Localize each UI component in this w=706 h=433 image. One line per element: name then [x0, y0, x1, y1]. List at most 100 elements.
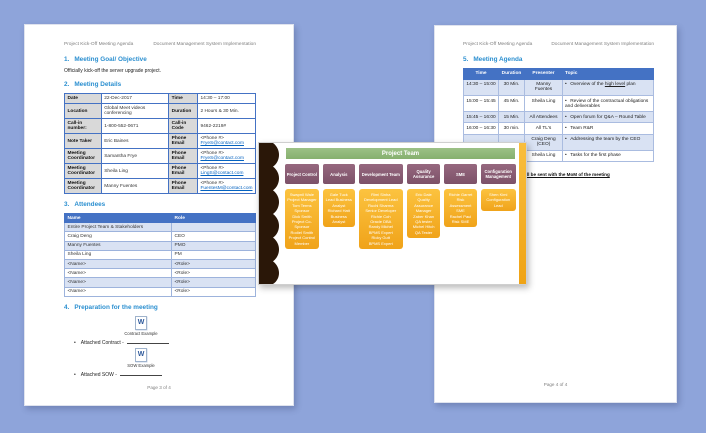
details-label-cell: Location	[64, 103, 102, 119]
email-link[interactable]: FryeS@contact.com	[200, 156, 244, 161]
attendee-role	[171, 222, 256, 233]
attachment-line: • Attached SOW -	[74, 371, 256, 378]
team-group-header: Project Control	[285, 164, 319, 184]
org-column: Quality Assurance Eric Dale Quality Assu…	[406, 164, 441, 239]
org-column: SME Richie Garret Risk Assessment SME Ra…	[444, 164, 477, 228]
page-number: Page 3 of 4	[147, 385, 171, 390]
attachment-label: Attached SOW -	[80, 371, 117, 378]
table-row: Call-in number: 1-800-552-0671 Call-in C…	[64, 118, 257, 134]
section-heading-attendees: 3. Attendees	[64, 201, 256, 208]
details-label-cell: Phone Email	[168, 148, 198, 164]
section-heading-details: 2. Meeting Details	[64, 81, 256, 88]
org-column: Project Control Swapnil Wale Project Man…	[285, 164, 319, 249]
doc-header-subtitle: Document Management System Implementatio…	[153, 42, 256, 47]
attendee-role: <Role>	[171, 268, 256, 279]
section-number: 4.	[64, 303, 70, 311]
attendee-name: Manny Fuentes	[64, 240, 172, 251]
bullet: •	[74, 371, 76, 378]
attendee-role: CEO	[171, 231, 256, 242]
agenda-presenter: All TL's	[524, 122, 563, 135]
details-label-cell: Call-in number:	[64, 118, 102, 134]
team-group-header: Development Team	[358, 164, 403, 184]
attachment-caption: Contract Example	[124, 330, 158, 336]
topic-text: Review of the contractual obligations an…	[565, 98, 649, 109]
doc-header-title: Project Kick-Off Meeting Agenda	[64, 42, 134, 47]
agenda-presenter: All Attendees	[524, 111, 563, 124]
topic-text: plan	[625, 82, 636, 88]
bullet: •	[565, 153, 567, 159]
attachment-caption: SOW Example	[127, 362, 155, 368]
section-number: 5.	[463, 56, 469, 63]
table-row: 15:00 – 15:45 45 Min. Sheila Ling • Revie…	[463, 94, 654, 113]
word-file-icon[interactable]: W	[135, 315, 147, 330]
attendee-name: <Name>	[64, 268, 172, 279]
org-column: Configuration Management Shen Kimi Confi…	[480, 164, 516, 212]
team-group-header: SME	[444, 164, 477, 184]
table-header-row: Time Duration Presenter Topic	[463, 68, 654, 80]
agenda-time: 15:00 – 15:45	[463, 94, 499, 113]
bullet: •	[565, 82, 567, 88]
org-column: Analysis Gale Tuck Lead Business Analyst…	[322, 164, 355, 228]
team-group-header: Analysis	[322, 164, 355, 184]
bullet: •	[565, 98, 567, 104]
column-header: Time	[463, 68, 499, 80]
section-number: 3.	[64, 201, 70, 208]
document-header: Project Kick-Off Meeting Agenda Document…	[463, 42, 654, 47]
email-link[interactable]: FuentesM@contact.com	[200, 186, 253, 191]
section-number: 1.	[64, 56, 70, 63]
table-row: 15:45 – 16:00 15 Min. All Attendees • Ope…	[463, 111, 654, 124]
doc-header-subtitle: Document Management System Implementatio…	[551, 42, 654, 47]
attendee-name: Entire Project Team & Stakeholders	[64, 222, 172, 233]
org-chart-grid: Project Control Swapnil Wale Project Man…	[285, 164, 516, 249]
details-value-cell: Sheila Ling	[100, 163, 170, 179]
attendee-role: <Role>	[171, 286, 256, 297]
details-value-cell: <Phone #> FryeS@contact.com	[196, 133, 257, 149]
agenda-topic: • Team R&R	[562, 122, 654, 135]
section-title: Preparation for the meeting	[74, 303, 158, 311]
details-value-cell: <Phone #> LingS@contact.com	[196, 163, 257, 179]
meeting-details-table: Date 22-Dec-2017 Time 14:30 – 17:00 Loca…	[64, 93, 257, 194]
table-row: Craig Deng CEO	[64, 231, 256, 242]
section-number: 2.	[64, 81, 70, 88]
agenda-duration: 45 Min.	[498, 94, 525, 113]
topic-text: Team R&R	[570, 125, 594, 131]
details-label-cell: Meeting Coordinator	[64, 178, 102, 194]
agenda-time: 15:45 – 16:00	[463, 111, 499, 124]
table-row: Meeting Coordinator Samantha Frye Phone …	[64, 148, 257, 164]
bullet: •	[565, 137, 567, 143]
attendee-name: Craig Deng	[64, 231, 172, 242]
column-header: Topic	[562, 68, 654, 80]
table-row: 16:00 – 16:30 30 min. All TL's • Team R&R	[463, 122, 654, 135]
team-members-box: Shen Kimi Configuration Lead	[480, 189, 516, 212]
word-file-icon[interactable]: W	[135, 347, 147, 362]
goal-text: Officially kick-off the server upgrade p…	[64, 68, 162, 74]
bullet: •	[565, 114, 567, 120]
attendee-role: PMO	[171, 240, 256, 251]
attendee-name: <Name>	[64, 258, 172, 270]
details-label-cell: Phone Email	[168, 133, 198, 149]
attendee-role: <Role>	[171, 258, 256, 270]
details-value-cell: 22-Dec-2017	[100, 93, 170, 104]
section-heading-goal: 1. Meeting Goal/ Objective	[64, 56, 256, 63]
orange-accent-strip	[519, 143, 526, 284]
details-label-cell: Meeting Coordinator	[64, 148, 102, 164]
details-label-cell: Time	[168, 93, 198, 104]
document-page-3: Project Kick-Off Meeting Agenda Document…	[24, 24, 294, 406]
agenda-presenter: Manny Fuentes	[524, 78, 563, 96]
org-column: Development Team Rimi Sinha Development …	[358, 164, 403, 249]
table-row: Date 22-Dec-2017 Time 14:30 – 17:00	[64, 93, 257, 104]
table-row: <Name> <Role>	[64, 268, 256, 279]
email-link[interactable]: LingS@contact.com	[200, 171, 244, 176]
team-members-box: Gale Tuck Lead Business Analyst Richard …	[322, 189, 355, 228]
agenda-presenter: Sheila Ling	[524, 149, 563, 162]
section-title: Attendees	[74, 201, 106, 208]
email-link[interactable]: FryeS@contact.com	[200, 141, 244, 146]
team-group-header: Quality Assurance	[406, 164, 441, 184]
agenda-presenter: Craig Deng (CEO)	[524, 133, 563, 151]
details-value-cell: 14:30 – 17:00	[196, 93, 257, 104]
team-members-box: Eric Dale Quality Assurance Manager Zabe…	[406, 189, 441, 239]
agenda-time: 14:30 – 15:00	[463, 78, 499, 96]
team-group-header: Configuration Management	[480, 164, 516, 184]
phone-placeholder: <Phone #>	[200, 166, 224, 171]
